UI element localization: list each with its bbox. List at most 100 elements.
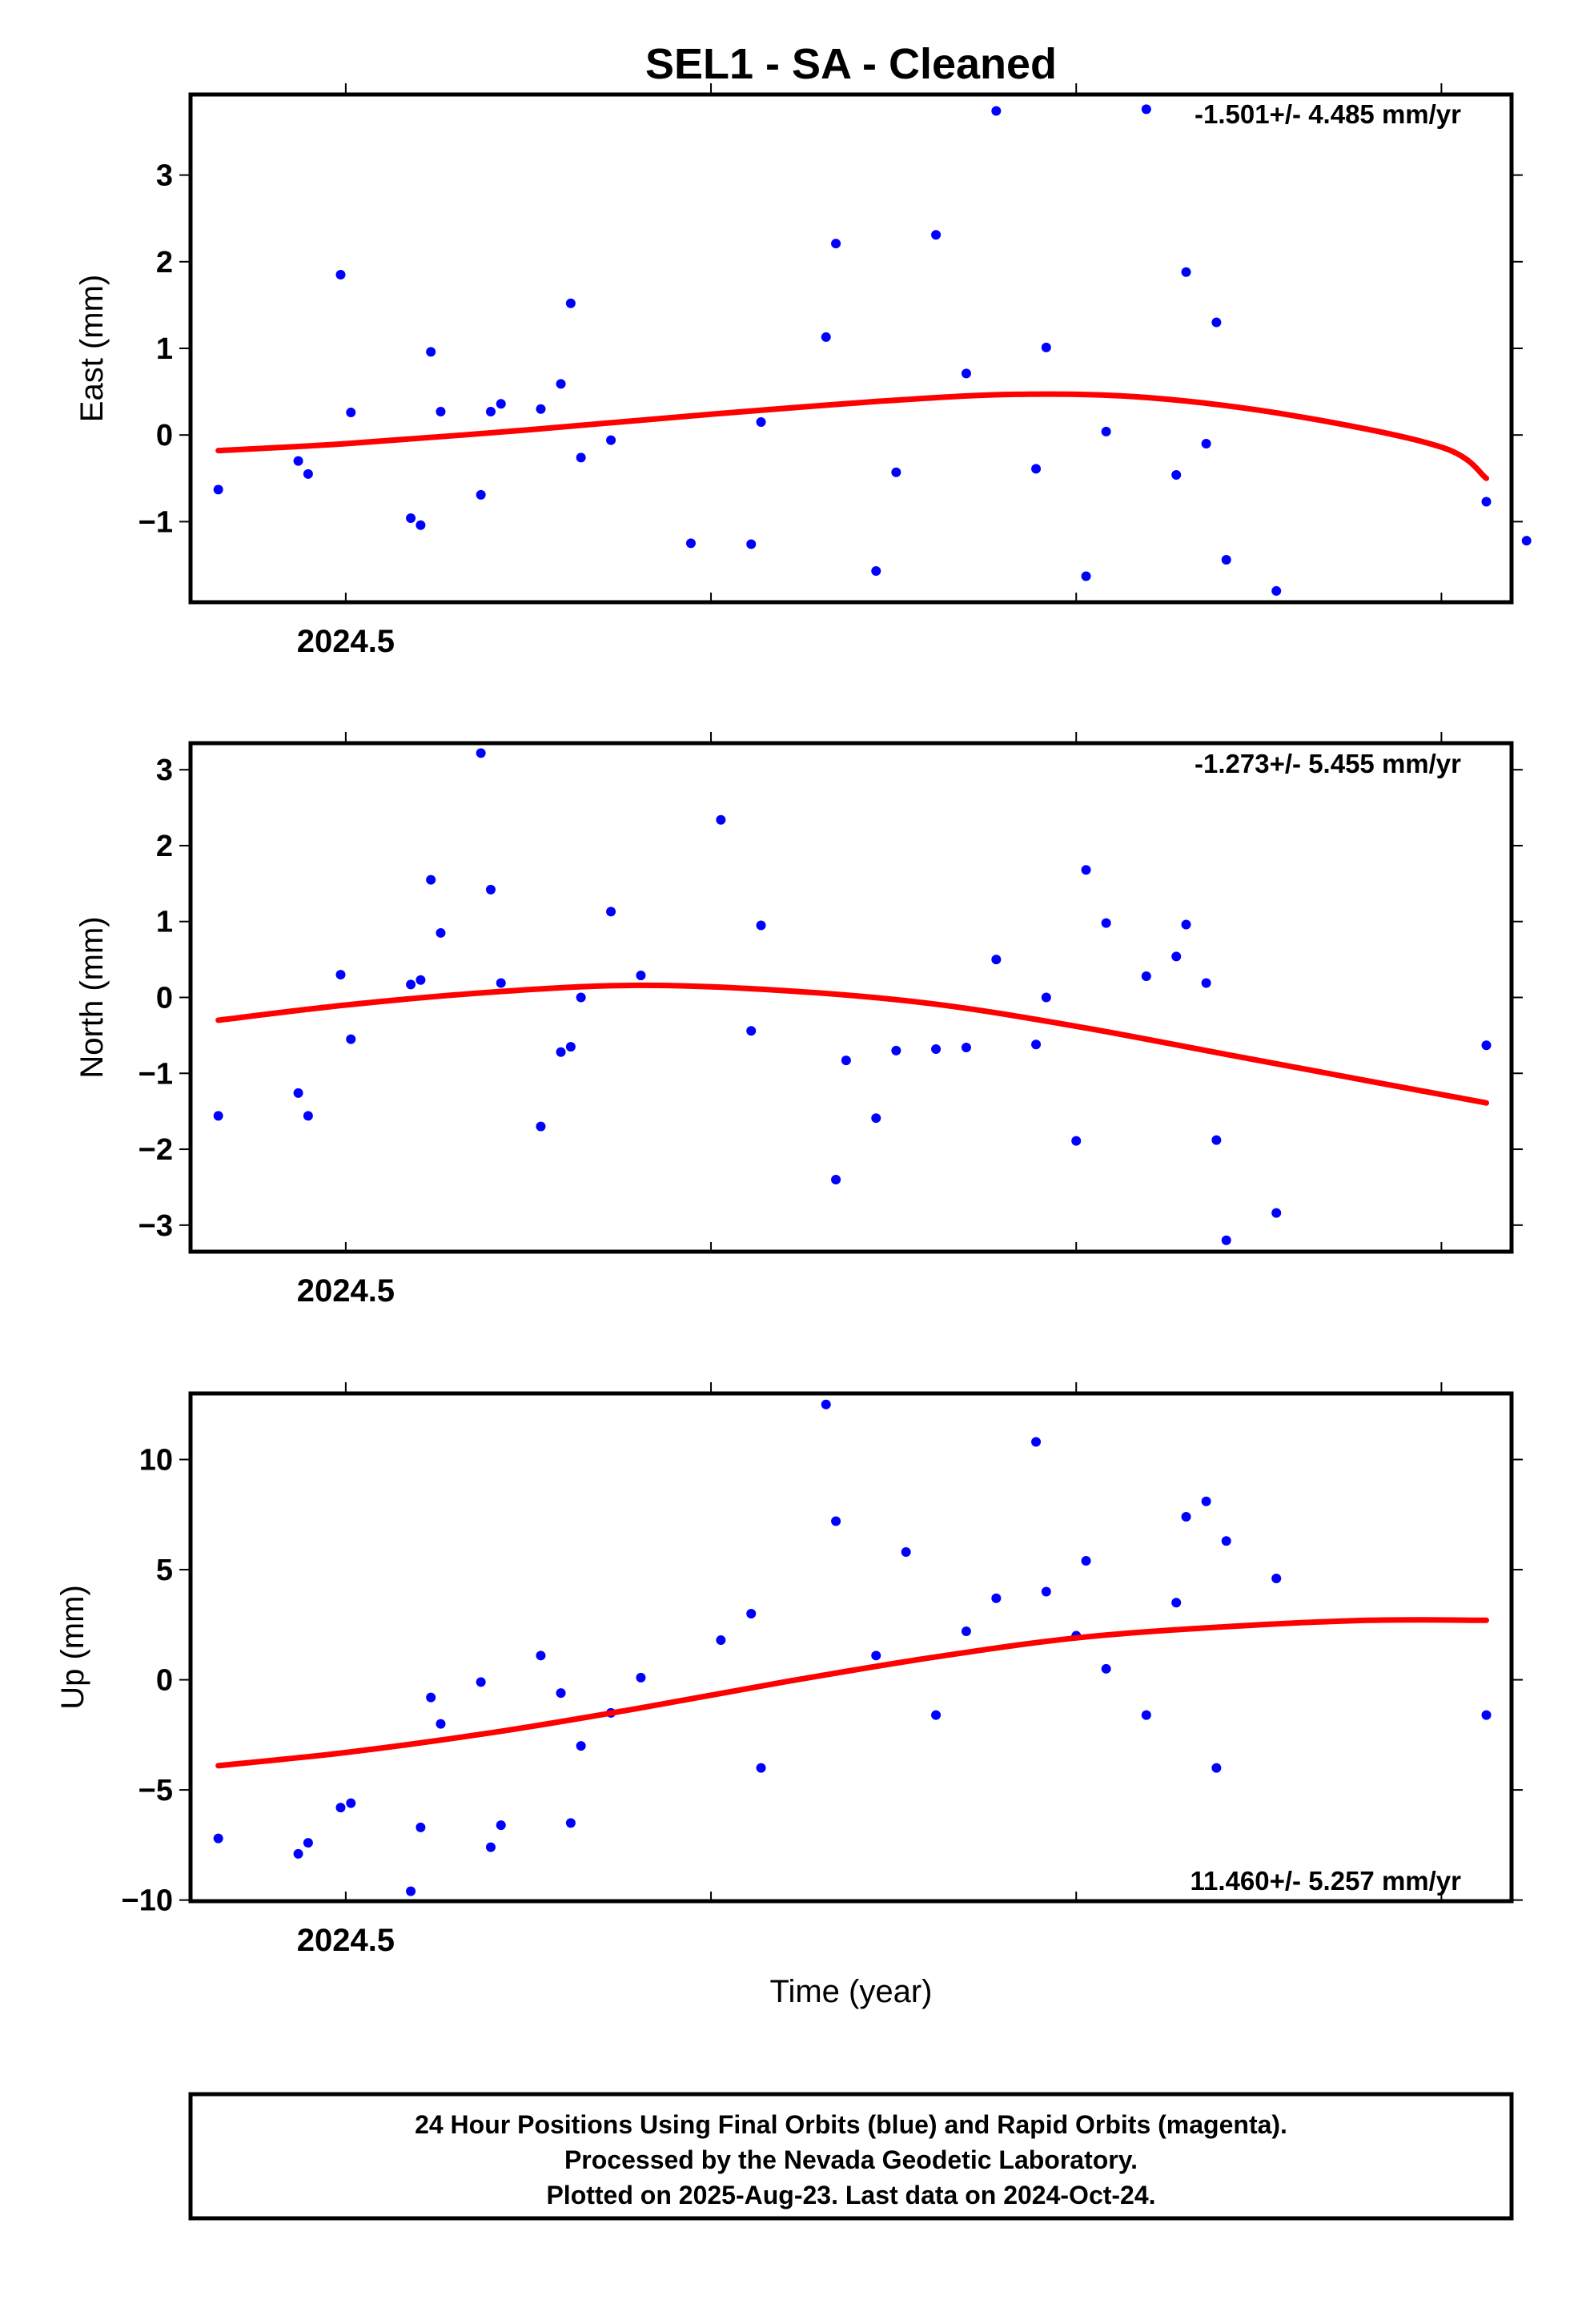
data-point: [426, 347, 436, 357]
y-tick-label: −1: [139, 1057, 173, 1091]
footer-box: [188, 2092, 1514, 2221]
east-panel: 2024.5 3 2 1 0 −1 East (mm) -1.501+/- 4.485 mm/…: [74, 83, 1532, 659]
plot-frame: [188, 1391, 1514, 1904]
data-point: [496, 978, 506, 988]
y-axis-label: Up (mm): [55, 1585, 90, 1710]
data-point: [991, 955, 1002, 965]
data-point: [1101, 426, 1111, 436]
data-point: [496, 1820, 506, 1831]
data-point: [346, 1034, 356, 1044]
y-tick-label: 0: [156, 1664, 173, 1698]
data-point: [1181, 267, 1191, 277]
data-point: [1041, 992, 1051, 1003]
data-point: [1271, 585, 1282, 596]
data-point: [685, 538, 696, 549]
data-point: [871, 1651, 881, 1661]
data-point: [476, 489, 486, 500]
data-point: [1031, 1039, 1042, 1050]
data-point: [606, 435, 616, 445]
data-point: [485, 884, 496, 895]
x-tick-label: 2024.5: [297, 624, 395, 659]
data-point: [303, 1111, 313, 1121]
data-point: [831, 1516, 841, 1526]
data-point: [436, 927, 446, 938]
data-point: [756, 1763, 766, 1773]
data-point: [636, 1672, 646, 1683]
data-point: [1081, 865, 1091, 875]
x-axis-label: Time (year): [770, 1974, 933, 2009]
y-axis-label: North (mm): [74, 916, 110, 1078]
velocity-annotation: -1.273+/- 5.455 mm/yr: [1195, 749, 1461, 778]
data-point: [416, 520, 426, 530]
data-point: [1101, 918, 1111, 928]
y-tick-label: 3: [156, 754, 173, 787]
data-point: [293, 456, 303, 466]
data-point: [1221, 1235, 1231, 1245]
data-point: [213, 1833, 223, 1844]
y-tick-label: 1: [156, 332, 173, 366]
data-point: [335, 270, 346, 280]
data-point: [1481, 497, 1492, 507]
data-point: [536, 404, 546, 414]
y-tick-label: 0: [156, 419, 173, 452]
data-point: [536, 1651, 546, 1661]
data-point: [841, 1055, 851, 1066]
y-tick-label: 0: [156, 982, 173, 1015]
data-point: [416, 1822, 426, 1832]
north-panel: 2024.5 3 2 1 0 −1 −2 −3 North (mm) -1.273+/- 5.45…: [74, 732, 1523, 1309]
velocity-annotation: -1.501+/- 4.485 mm/yr: [1195, 99, 1461, 129]
data-point: [1211, 317, 1222, 328]
y-tick-label: 1: [156, 906, 173, 939]
data-point: [293, 1848, 303, 1859]
data-point: [1481, 1040, 1492, 1051]
chart-title: SEL1 - SA - Cleaned: [645, 40, 1057, 88]
data-point: [1031, 1437, 1042, 1447]
y-tick-label: 2: [156, 246, 173, 279]
data-point: [496, 399, 506, 409]
data-point: [303, 1838, 313, 1848]
data-point: [1211, 1763, 1222, 1773]
data-point: [931, 1043, 942, 1054]
y-tick-label: 3: [156, 159, 173, 193]
data-point: [335, 970, 346, 980]
data-point: [1271, 1574, 1282, 1584]
data-point: [565, 1818, 576, 1828]
y-tick-label: −1: [139, 505, 173, 539]
data-point: [931, 230, 942, 240]
data-point: [716, 1635, 726, 1646]
data-point: [556, 1047, 566, 1057]
plot-frame: [188, 92, 1514, 605]
y-tick-label: 2: [156, 830, 173, 863]
data-point: [335, 1803, 346, 1813]
data-point: [1081, 1556, 1091, 1566]
data-point: [961, 1626, 971, 1637]
y-tick-label: −5: [139, 1774, 173, 1807]
trend-fit-line: [215, 982, 1490, 1106]
data-point: [746, 539, 757, 549]
data-point: [716, 814, 726, 825]
data-point: [1211, 1135, 1222, 1145]
data-point: [1041, 342, 1051, 352]
data-point: [536, 1121, 546, 1132]
data-point: [1201, 1496, 1211, 1506]
data-point: [1071, 1136, 1082, 1146]
trend-fit-line: [215, 1617, 1490, 1769]
data-point: [901, 1547, 911, 1558]
data-point: [991, 1593, 1002, 1603]
data-point: [556, 1688, 566, 1699]
x-tick-label: 2024.5: [297, 1273, 395, 1309]
data-point: [436, 406, 446, 416]
data-point: [831, 1174, 841, 1184]
data-point: [821, 332, 831, 342]
data-point: [346, 408, 356, 418]
footer-line-1: 24 Hour Positions Using Final Orbits (bl…: [415, 2110, 1287, 2139]
data-point: [756, 920, 766, 931]
data-point: [485, 1842, 496, 1852]
data-point: [891, 1045, 901, 1055]
data-point: [576, 1741, 586, 1751]
footer-line-3: Plotted on 2025-Aug-23. Last data on 202…: [546, 2181, 1155, 2209]
data-point: [1141, 104, 1151, 115]
data-point: [1081, 571, 1091, 581]
data-point: [746, 1026, 757, 1036]
data-point: [565, 298, 576, 308]
